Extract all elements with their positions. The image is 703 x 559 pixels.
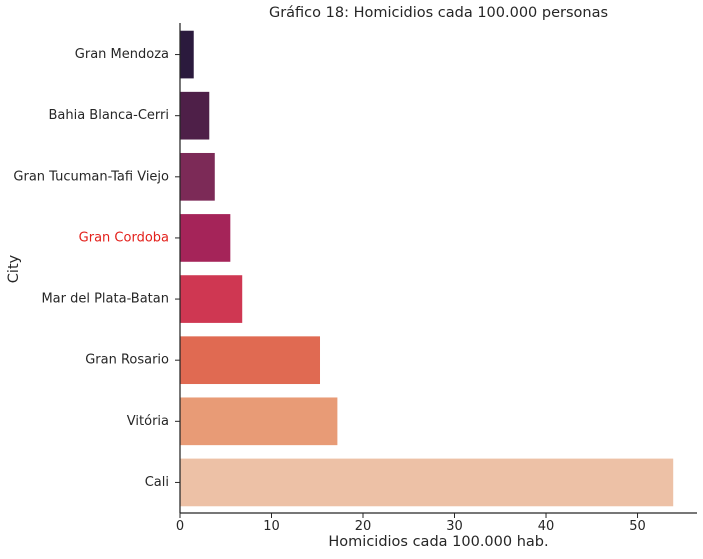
bar-gran-rosario: [180, 336, 321, 385]
y-tick-label: Vitória: [127, 414, 169, 429]
x-tick-label: 0: [176, 519, 184, 534]
bar-bahia-blanca-cerri: [180, 91, 210, 140]
x-tick-label: 30: [446, 519, 463, 534]
axes-layer: Gran Mendoza Bahia Blanca-Cerri Gran Tucum…: [13, 23, 697, 534]
bar-gran-cordoba: [180, 214, 231, 262]
y-tick-label: Gran Tucuman-Tafi Viejo: [13, 169, 169, 184]
bar-mar-del-plata-batan: [180, 275, 243, 323]
bars-layer: [180, 30, 674, 507]
y-tick-label: Cali: [145, 475, 169, 490]
x-tick-label: 10: [263, 519, 280, 534]
y-tick-label: Gran Mendoza: [75, 47, 169, 62]
y-tick-label: Gran Rosario: [85, 353, 169, 368]
bar-gran-mendoza: [180, 30, 194, 79]
bar-cali: [180, 458, 674, 507]
y-tick-label: Mar del Plata-Batan: [41, 292, 169, 307]
bar-gran-tucuman-tafi-viejo: [180, 152, 215, 201]
bar-vitoria: [180, 397, 338, 446]
x-axis-label: Homicidios cada 100.000 hab.: [328, 534, 549, 550]
x-tick-label: 40: [538, 519, 555, 534]
chart-title: Gráfico 18: Homicidios cada 100.000 pers…: [268, 5, 609, 21]
x-tick-label: 20: [355, 519, 372, 534]
y-tick-label: Gran Cordoba: [79, 230, 169, 245]
x-tick-label: 50: [629, 519, 646, 534]
y-tick-label: Bahia Blanca-Cerri: [48, 108, 169, 123]
